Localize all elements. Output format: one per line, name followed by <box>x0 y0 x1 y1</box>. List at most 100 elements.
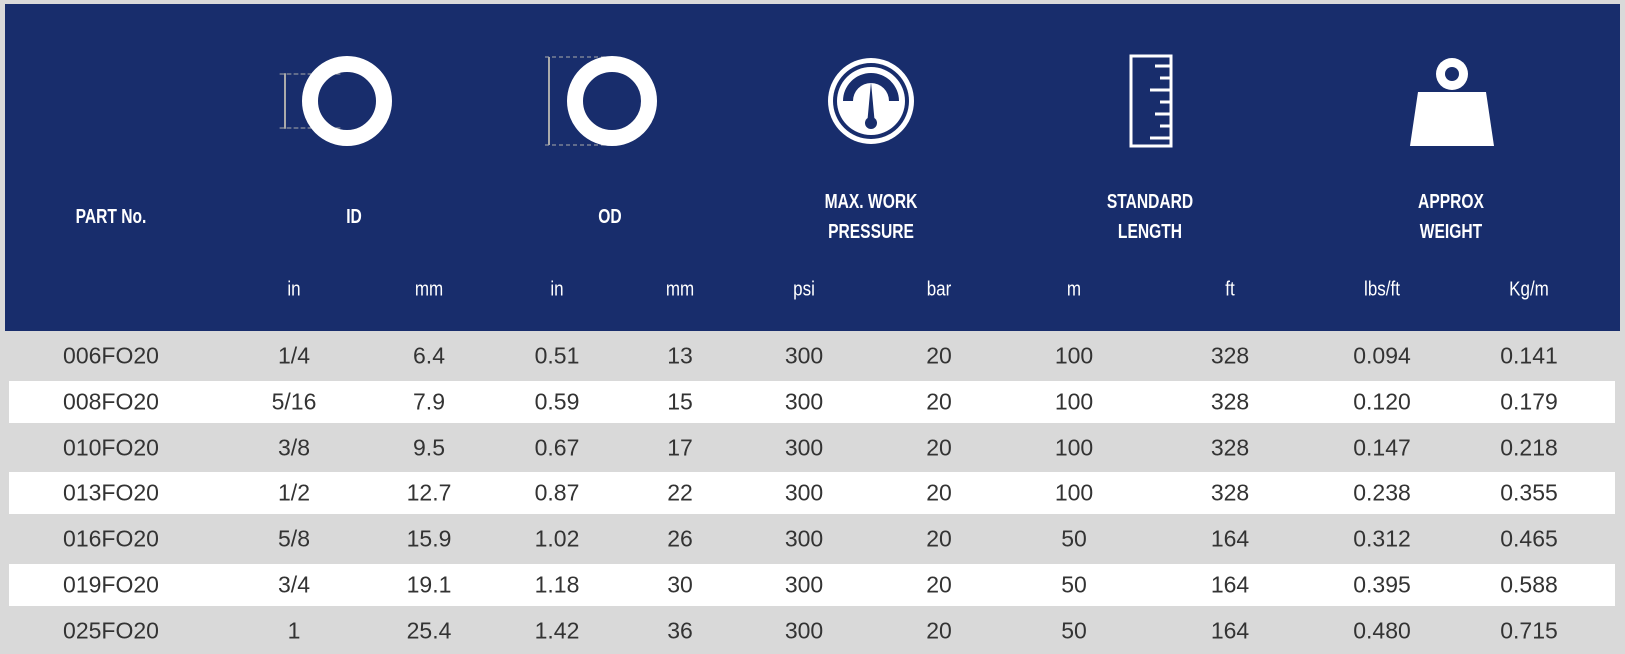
cell: 0.218 <box>1500 434 1558 460</box>
cell: 008FO20 <box>63 388 159 415</box>
cell: 1.02 <box>534 525 580 552</box>
cell: 100 <box>1054 388 1094 415</box>
cell: 20 <box>926 479 952 506</box>
cell: 300 <box>784 342 824 369</box>
cell: 300 <box>784 571 824 598</box>
cell: 010FO20 <box>63 434 159 460</box>
cell: 50 <box>1061 525 1087 552</box>
cell: 328 <box>1210 434 1250 460</box>
cell: 3/4 <box>278 571 310 598</box>
cell: 3/8 <box>278 434 310 460</box>
cell: 9.5 <box>413 434 445 460</box>
cell: 006FO20 <box>63 342 159 369</box>
cell: 300 <box>784 434 824 460</box>
cell: 0.355 <box>1500 479 1558 506</box>
cell: 0.51 <box>534 342 580 369</box>
cell: 0.141 <box>1500 342 1558 369</box>
cell: 0.147 <box>1353 434 1411 460</box>
weight-icon <box>1410 58 1494 146</box>
cell: 0.395 <box>1353 571 1411 598</box>
row-band <box>9 380 1615 423</box>
unit-header: in <box>550 278 564 301</box>
row-band <box>9 472 1615 515</box>
header-band <box>5 4 1620 331</box>
cell: 016FO20 <box>63 525 159 552</box>
cell: 328 <box>1210 342 1250 369</box>
cell: 164 <box>1210 571 1250 598</box>
unit-header: lbs/ft <box>1364 278 1400 301</box>
cell: 19.1 <box>406 571 452 598</box>
cell: 0.465 <box>1500 525 1558 552</box>
cell: 17 <box>667 434 693 460</box>
cell: 0.715 <box>1500 617 1558 644</box>
group-header: PRESSURE <box>828 221 914 243</box>
cell: 300 <box>784 617 824 644</box>
cell: 15 <box>667 388 693 415</box>
group-header: APPROX <box>1418 191 1484 213</box>
cell: 0.480 <box>1353 617 1411 644</box>
cell: 328 <box>1210 388 1250 415</box>
group-header: OD <box>598 206 622 228</box>
cell: 22 <box>667 479 693 506</box>
cell: 328 <box>1210 479 1250 506</box>
group-header: STANDARD <box>1106 191 1194 213</box>
cell: 164 <box>1210 525 1250 552</box>
unit-header: m <box>1066 278 1082 301</box>
gauge-icon <box>828 58 914 144</box>
cell: 100 <box>1054 479 1094 506</box>
cell: 300 <box>784 388 824 415</box>
unit-header: Kg/m <box>1509 278 1549 301</box>
cell: 0.67 <box>534 434 580 460</box>
cell: 5/8 <box>278 525 310 552</box>
unit-header: mm <box>414 278 444 301</box>
cell: 7.9 <box>413 388 445 415</box>
cell: 1/4 <box>278 342 310 369</box>
cell: 0.238 <box>1353 479 1411 506</box>
cell: 025FO20 <box>63 617 159 644</box>
cell: 0.179 <box>1500 388 1558 415</box>
part-header: PART No. <box>75 206 147 228</box>
cell: 15.9 <box>406 525 452 552</box>
cell: 6.4 <box>413 342 445 369</box>
cell: 0.588 <box>1500 571 1558 598</box>
group-header: LENGTH <box>1117 221 1183 243</box>
unit-header: mm <box>665 278 695 301</box>
cell: 5/16 <box>271 388 317 415</box>
cell: 0.120 <box>1353 388 1411 415</box>
cell: 50 <box>1061 571 1087 598</box>
cell: 0.87 <box>534 479 580 506</box>
unit-header: ft <box>1225 278 1235 301</box>
cell: 019FO20 <box>63 571 159 598</box>
cell: 300 <box>784 525 824 552</box>
cell: 20 <box>926 342 952 369</box>
cell: 20 <box>926 617 952 644</box>
cell: 13 <box>667 342 693 369</box>
cell: 20 <box>926 525 952 552</box>
cell: 20 <box>926 388 952 415</box>
cell: 30 <box>667 571 693 598</box>
od-icon <box>545 56 657 146</box>
cell: 1.42 <box>534 617 580 644</box>
cell: 12.7 <box>406 479 452 506</box>
cell: 300 <box>784 479 824 506</box>
cell: 1/2 <box>278 479 310 506</box>
group-header: MAX. WORK <box>824 191 918 213</box>
cell: 013FO20 <box>63 479 159 506</box>
group-header: ID <box>346 206 362 228</box>
group-header: WEIGHT <box>1419 221 1483 243</box>
cell: 50 <box>1061 617 1087 644</box>
cell: 1 <box>287 617 301 644</box>
cell: 1.18 <box>534 571 580 598</box>
unit-header: bar <box>926 278 952 301</box>
cell: 0.59 <box>534 388 580 415</box>
row-band <box>9 564 1615 606</box>
id-icon <box>279 56 392 146</box>
cell: 20 <box>926 434 952 460</box>
cell: 20 <box>926 571 952 598</box>
ruler-icon <box>1129 54 1173 148</box>
cell: 0.312 <box>1353 525 1411 552</box>
cell: 164 <box>1210 617 1250 644</box>
cell: 25.4 <box>406 617 452 644</box>
